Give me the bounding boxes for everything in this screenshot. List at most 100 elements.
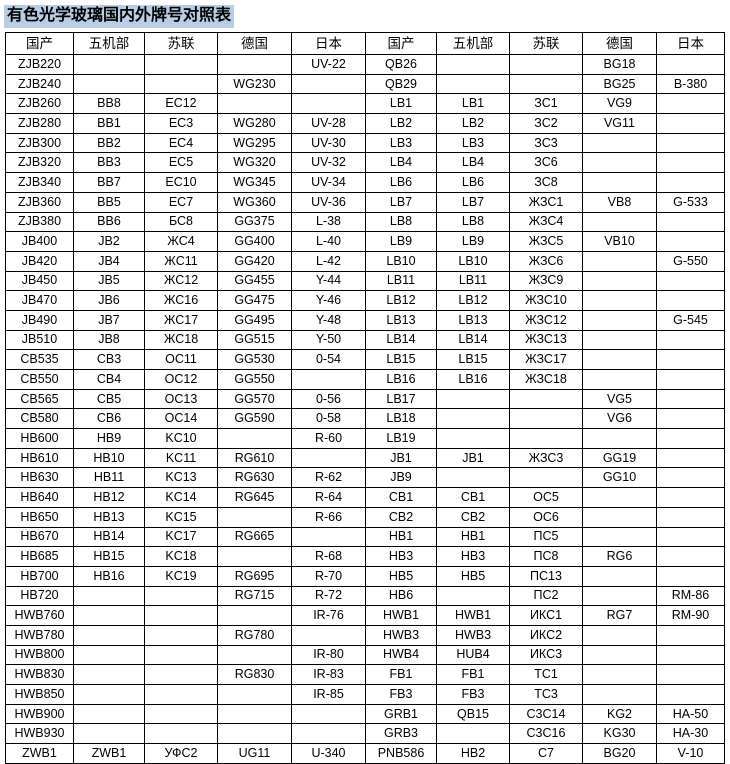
cell-r23-c9 — [582, 487, 657, 508]
cell-r13-c6: LB12 — [365, 290, 437, 311]
cell-r21-c3: KC11 — [144, 447, 218, 469]
cell-r10-c5: L-40 — [291, 231, 366, 252]
cell-r5-c5: UV-30 — [291, 132, 366, 154]
cell-r19-c9: VG6 — [582, 408, 657, 430]
cell-r22-c6: JB9 — [365, 467, 437, 489]
table-row: ZJB360 BB5 EC7 WG360 UV-36 LB7 LB7 ЖЗС1 VB8 G-533 — [5, 191, 725, 213]
cell-r16-c3: OC11 — [144, 349, 218, 370]
cell-r25-c3: KC17 — [144, 526, 218, 548]
cell-r24-c9 — [582, 506, 657, 528]
cell-r35-c7 — [436, 723, 510, 745]
cell-r10-c4: GG400 — [217, 231, 292, 252]
cell-r5-c8: ЗС3 — [509, 132, 583, 154]
cell-r12-c1: JB450 — [5, 270, 74, 292]
table-row: HWB830 RG830 IR-83 FB1 FB1 TC1 — [5, 664, 725, 685]
cell-r33-c2 — [73, 684, 145, 705]
cell-r10-c7: LB9 — [436, 231, 510, 252]
cell-r18-c1: CB565 — [5, 388, 74, 410]
cell-r7-c1: ZJB340 — [5, 172, 74, 193]
table-row: HB610 HB10 KC11 RG610 JB1 JB1 ЖЗС3 GG19 — [5, 447, 725, 469]
cell-r27-c8: ПС13 — [509, 565, 583, 587]
cell-r26-c3: KC18 — [144, 546, 218, 567]
cell-r22-c2: HB11 — [73, 467, 145, 489]
cell-r23-c3: KC14 — [144, 487, 218, 508]
cell-r9-c8: ЖЗС4 — [509, 211, 583, 233]
cell-r25-c9 — [582, 526, 657, 548]
table-row: HWB930 GRB3 C3C16 KG30 HA-30 — [5, 723, 725, 745]
cell-r27-c1: HB700 — [5, 565, 74, 587]
cell-r11-c3: ЖС11 — [144, 250, 218, 272]
table-row: HWB800 IR-80 HWB4 HUB4 ИКС3 — [5, 644, 725, 666]
cell-r7-c6: LB6 — [365, 172, 437, 193]
cell-r28-c6: HB6 — [365, 585, 437, 607]
table-row: JB470 JB6 ЖС16 GG475 Y-46 LB12 LB12 ЖЗС10 — [5, 290, 725, 311]
cell-r26-c6: HB3 — [365, 546, 437, 567]
table-row: CB535 CB3 OC11 GG530 0-54 LB15 LB15 ЖЗС17 — [5, 349, 725, 370]
cell-r7-c7: LB6 — [436, 172, 510, 193]
cell-r21-c10 — [656, 447, 725, 469]
cell-r33-c7: FB3 — [436, 684, 510, 705]
cell-r3-c7: LB1 — [436, 93, 510, 115]
cell-r30-c5 — [291, 624, 366, 646]
table-row: HB670 HB14 KC17 RG665 HB1 HB1 ПС5 — [5, 526, 725, 548]
cell-r14-c9 — [582, 309, 657, 331]
cell-r2-c7 — [436, 73, 510, 95]
cell-r31-c9 — [582, 644, 657, 666]
cell-r13-c7: LB12 — [436, 290, 510, 311]
cell-r30-c1: HWB780 — [5, 624, 74, 646]
cell-r16-c8: ЖЗС17 — [509, 349, 583, 370]
column-header-3: 苏联 — [144, 32, 218, 55]
cell-r25-c7: HB1 — [436, 526, 510, 548]
cell-r33-c8: TC3 — [509, 684, 583, 705]
cell-r21-c8: ЖЗС3 — [509, 447, 583, 469]
cell-r12-c10 — [656, 270, 725, 292]
cell-r16-c6: LB15 — [365, 349, 437, 370]
page-title: 有色光学玻璃国内外牌号对照表 — [4, 5, 235, 28]
cell-r1-c10 — [656, 54, 725, 75]
cell-r11-c2: JB4 — [73, 250, 145, 272]
cell-r27-c3: KC19 — [144, 565, 218, 587]
column-header-8: 苏联 — [509, 32, 583, 55]
cell-r35-c4 — [217, 723, 292, 745]
cell-r8-c10: G-533 — [656, 191, 725, 213]
cell-r5-c1: ZJB300 — [5, 132, 74, 154]
cell-r32-c10 — [656, 664, 725, 685]
table-row: ZJB340 BB7 EC10 WG345 UV-34 LB6 LB6 ЗС8 — [5, 172, 725, 193]
cell-r21-c1: HB610 — [5, 447, 74, 469]
cell-r2-c1: ZJB240 — [5, 73, 74, 95]
cell-r1-c2 — [73, 54, 145, 75]
cell-r13-c10 — [656, 290, 725, 311]
table-row: ZWB1 ZWB1 УФС2 UG11 U-340 PNB586 HB2 C7 BG20 V-10 — [5, 743, 725, 764]
table-row: HWB850 IR-85 FB3 FB3 TC3 — [5, 684, 725, 705]
cell-r20-c1: HB600 — [5, 428, 74, 449]
cell-r14-c6: LB13 — [365, 309, 437, 331]
cell-r5-c9 — [582, 132, 657, 154]
cell-r4-c4: WG280 — [217, 113, 292, 134]
table-body: ZJB220 UV-22 QB26 BG18 ZJB240 WG230 QB29 BG25 B-… — [5, 54, 725, 764]
cell-r24-c4 — [217, 506, 292, 528]
cell-r1-c7 — [436, 54, 510, 75]
cell-r31-c3 — [144, 644, 218, 666]
cell-r4-c1: ZJB280 — [5, 113, 74, 134]
cell-r13-c8: ЖЗС10 — [509, 290, 583, 311]
cell-r35-c8: C3C16 — [509, 723, 583, 745]
cell-r14-c5: Y-48 — [291, 309, 366, 331]
cell-r28-c2 — [73, 585, 145, 607]
cell-r14-c7: LB13 — [436, 309, 510, 331]
cell-r8-c9: VB8 — [582, 191, 657, 213]
cell-r15-c10 — [656, 329, 725, 351]
cell-r31-c5: IR-80 — [291, 644, 366, 666]
cell-r7-c10 — [656, 172, 725, 193]
cell-r31-c10 — [656, 644, 725, 666]
cell-r25-c1: HB670 — [5, 526, 74, 548]
cell-r9-c4: GG375 — [217, 211, 292, 233]
cell-r33-c5: IR-85 — [291, 684, 366, 705]
cell-r22-c5: R-62 — [291, 467, 366, 489]
cell-r34-c6: GRB1 — [365, 703, 437, 725]
column-header-5: 日本 — [291, 32, 366, 55]
cell-r22-c7 — [436, 467, 510, 489]
cell-r13-c3: ЖС16 — [144, 290, 218, 311]
cell-r6-c7: LB4 — [436, 152, 510, 174]
cell-r2-c4: WG230 — [217, 73, 292, 95]
cell-r24-c6: CB2 — [365, 506, 437, 528]
